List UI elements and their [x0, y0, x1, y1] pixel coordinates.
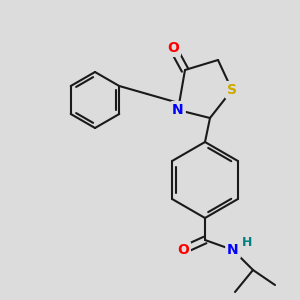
Text: N: N — [227, 243, 239, 257]
Text: O: O — [177, 243, 189, 257]
Text: H: H — [242, 236, 252, 248]
Text: O: O — [167, 41, 179, 55]
Text: S: S — [227, 83, 237, 97]
Text: N: N — [172, 103, 184, 117]
